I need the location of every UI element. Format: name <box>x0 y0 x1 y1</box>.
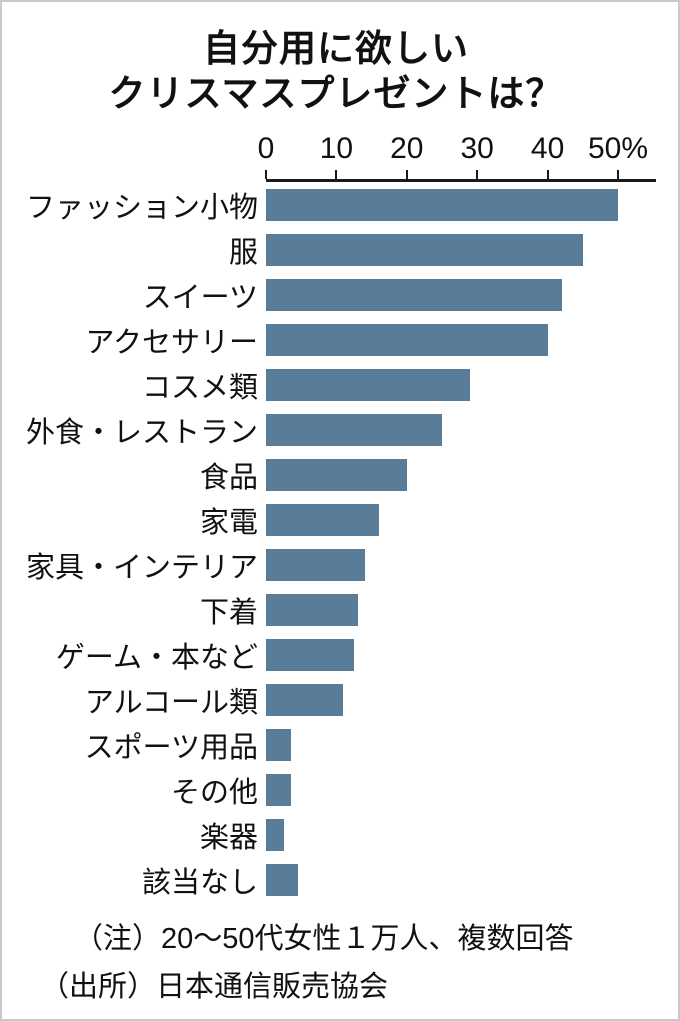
bar <box>266 278 562 311</box>
bar-row: 食品 <box>16 452 656 497</box>
category-label: アルコール類 <box>84 686 258 719</box>
axis-tick-label: 10 <box>319 132 354 166</box>
bar-row: 楽器 <box>16 812 656 857</box>
category-label: スポーツ用品 <box>84 731 258 764</box>
category-label: 家電 <box>199 506 258 539</box>
bar <box>266 773 291 806</box>
category-label: 服 <box>228 236 258 269</box>
note-source: （出所）日本通信販売協会 <box>40 971 389 1004</box>
bar-track <box>266 278 656 311</box>
bar-track <box>266 773 656 806</box>
category-label: ゲーム・本など <box>55 641 258 674</box>
bar <box>266 593 358 626</box>
bar <box>266 863 298 896</box>
bar-row: ファッション小物 <box>16 182 656 227</box>
category-label: アクセサリー <box>85 326 258 359</box>
bar <box>266 458 407 491</box>
category-label: 楽器 <box>199 821 258 854</box>
axis-tick-mark <box>405 170 408 180</box>
bar <box>266 683 344 716</box>
chart-title-line2: クリスマスプレゼントは？ <box>108 73 564 115</box>
note-sample: （注）20～50代女性１万人、複数回答 <box>74 923 574 956</box>
bar-row: 服 <box>16 227 656 272</box>
axis-tick-mark <box>616 170 619 180</box>
x-axis: 0 10 20 30 40 50% <box>258 130 656 183</box>
bar-track <box>266 863 656 896</box>
bar-row: 該当なし <box>16 857 656 902</box>
bar-row: 外食・レストラン <box>16 407 656 452</box>
bar-track <box>266 323 656 356</box>
axis-tick-label: 30 <box>460 132 494 166</box>
bar-track <box>266 638 656 671</box>
bar-row: 家電 <box>16 497 656 542</box>
category-label: コスメ類 <box>141 371 258 404</box>
category-label: 食品 <box>199 461 258 494</box>
bar-track <box>266 818 656 851</box>
bar-track <box>266 548 656 581</box>
category-label: 該当なし <box>141 866 258 899</box>
category-label: 家具・インテリア <box>25 551 258 584</box>
category-label: 下着 <box>199 596 258 629</box>
bar-row: スイーツ <box>16 272 656 317</box>
bar-row: その他 <box>16 767 656 812</box>
axis-tick-mark <box>476 170 479 180</box>
bar-track <box>266 368 656 401</box>
chart-title-line1: 自分用に欲しい <box>203 28 469 69</box>
bar-track <box>266 593 656 626</box>
bar-chart: 0 10 20 30 40 50% ファッション小物服スイーツアクセサリーコスメ類外食・レ… <box>16 130 656 902</box>
category-label: その他 <box>170 776 258 809</box>
bar-row: ゲーム・本など <box>16 632 656 677</box>
axis-tick-label: 0 <box>257 132 275 166</box>
axis-tick-label: 50% <box>587 132 649 166</box>
bar <box>266 188 618 221</box>
bar <box>266 413 442 446</box>
footnotes: （注）20～50代女性１万人、複数回答 （出所）日本通信販売協会 <box>16 918 656 1008</box>
bar-row: 下着 <box>16 587 656 632</box>
bar <box>266 503 379 536</box>
category-label: ファッション小物 <box>25 191 258 224</box>
axis-tick-label: 20 <box>390 132 424 166</box>
axis-tick-mark <box>546 170 549 180</box>
bar-track <box>266 458 656 491</box>
axis-tick-mark <box>265 170 267 180</box>
bar-row: アクセサリー <box>16 317 656 362</box>
bar <box>266 368 471 401</box>
bar-track <box>266 233 656 266</box>
bar-track <box>266 683 656 716</box>
bar <box>266 638 354 671</box>
axis-tick-mark <box>335 170 338 180</box>
chart-title: 自分用に欲しい クリスマスプレゼントは？ <box>16 26 656 116</box>
bar <box>266 818 284 851</box>
bar-track <box>266 503 656 536</box>
bar-row: アルコール類 <box>16 677 656 722</box>
bar-row: コスメ類 <box>16 362 656 407</box>
bar-rows: ファッション小物服スイーツアクセサリーコスメ類外食・レストラン食品家電家具・イン… <box>16 182 656 902</box>
axis-tick-label: 40 <box>530 132 565 166</box>
category-label: 外食・レストラン <box>25 416 258 449</box>
bar <box>266 323 548 356</box>
bar-row: スポーツ用品 <box>16 722 656 767</box>
bar <box>266 233 583 266</box>
bar <box>266 548 365 581</box>
category-label: スイーツ <box>142 281 258 314</box>
bar-track <box>266 413 656 446</box>
bar-track <box>266 188 656 221</box>
bar-track <box>266 728 656 761</box>
bar <box>266 728 291 761</box>
bar-row: 家具・インテリア <box>16 542 656 587</box>
